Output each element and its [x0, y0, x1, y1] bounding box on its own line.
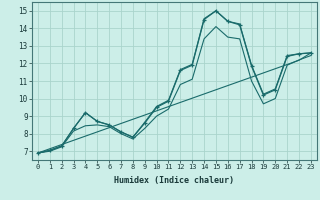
- X-axis label: Humidex (Indice chaleur): Humidex (Indice chaleur): [115, 176, 234, 185]
